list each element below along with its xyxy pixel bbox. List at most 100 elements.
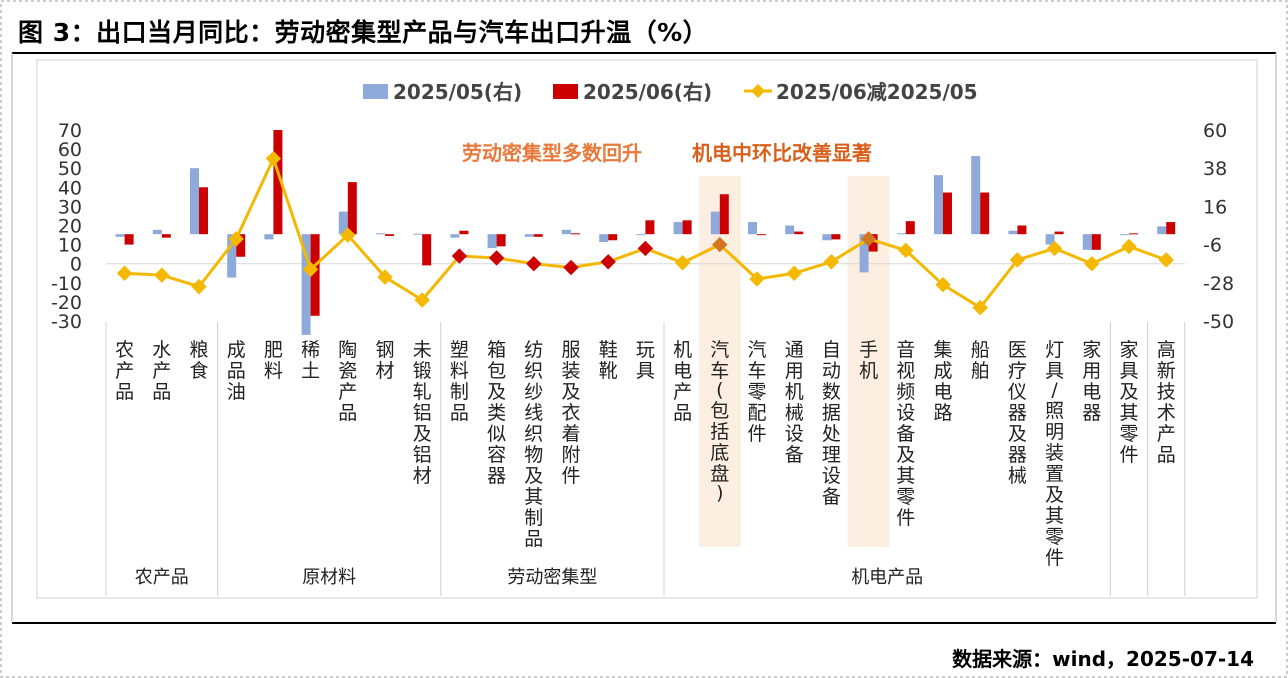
bar-2025-06 (1054, 231, 1064, 235)
diff-point (1009, 252, 1026, 268)
category-label: 医疗仪器及器械 (1008, 339, 1027, 487)
bar-2025-06 (1166, 222, 1176, 235)
diff-point (749, 271, 765, 287)
category-label: 汽车零配件 (747, 339, 766, 445)
category-label: 家用电器 (1082, 339, 1101, 424)
left-tick-label: 40 (58, 177, 82, 199)
bar-2025-05 (450, 234, 460, 238)
bar-2025-06 (199, 187, 208, 235)
legend-label: 2025/05(右) (393, 80, 522, 104)
bar-2025-05 (1045, 234, 1055, 245)
bar-2025-05 (115, 234, 125, 237)
bar-2025-06 (571, 233, 580, 235)
bar-2025-05 (971, 156, 981, 235)
diff-point (1121, 238, 1137, 255)
bar-2025-05 (710, 211, 720, 235)
group-label: 劳动密集型 (507, 567, 597, 588)
right-tick-label: -6 (1203, 235, 1222, 257)
category-label: 音视频设备及其零件 (896, 339, 915, 529)
legend-swatch (553, 84, 578, 99)
bar-2025-06 (645, 220, 655, 235)
right-tick-label: 60 (1203, 120, 1227, 142)
bar-2025-06 (385, 234, 394, 236)
bar-2025-06 (682, 220, 692, 235)
diff-point (228, 231, 244, 247)
diff-point (414, 292, 430, 308)
category-label: 手机 (859, 339, 878, 382)
bar-2025-06 (757, 234, 766, 236)
bar-2025-05 (748, 222, 757, 235)
diff-point (488, 250, 505, 266)
category-label: 纺织纱线织物及其制品 (524, 339, 543, 550)
category-label: 粮食 (189, 339, 208, 382)
bar-2025-05 (376, 233, 385, 235)
bar-2025-05 (859, 234, 869, 273)
group-label: 原材料 (302, 567, 356, 588)
bar-2025-06 (831, 234, 841, 240)
bar-2025-06 (273, 130, 283, 235)
category-label: 成品油 (227, 339, 246, 403)
diff-point (600, 254, 616, 270)
left-tick-label: -30 (51, 311, 82, 333)
bar-2025-05 (190, 168, 199, 235)
diff-point (302, 261, 319, 278)
bar-2025-05 (822, 234, 832, 241)
category-label: 鞋靴 (599, 339, 618, 382)
bar-2025-06 (1129, 233, 1138, 235)
bar-2025-06 (533, 234, 543, 237)
diff-point (191, 278, 207, 295)
right-tick-label: -28 (1203, 273, 1234, 295)
left-tick-label: 70 (58, 120, 82, 142)
category-label: 塑料制品 (450, 339, 469, 424)
category-label: 高新技术产品 (1157, 339, 1176, 466)
left-tick-label: 20 (58, 216, 82, 238)
category-label: 家具及其零件 (1119, 339, 1138, 466)
diff-point (526, 255, 542, 272)
data-source: 数据来源：wind，2025-07-14 (952, 647, 1254, 671)
diff-point (823, 254, 840, 270)
bar-2025-06 (124, 234, 134, 245)
diff-point (637, 240, 654, 257)
diff-point (154, 267, 170, 283)
category-label: 肥料 (264, 339, 283, 382)
category-label: 箱包及类似容器 (487, 339, 506, 487)
bar-2025-06 (868, 234, 878, 252)
bar-2025-06 (347, 182, 357, 235)
category-label: 汽车(包括底盘) (710, 339, 729, 504)
bar-2025-05 (673, 222, 683, 235)
bar-2025-05 (227, 234, 237, 278)
bar-2025-05 (301, 234, 311, 335)
annotation-labor: 劳动密集型多数回升 (462, 141, 642, 165)
right-tick-label: 38 (1203, 158, 1227, 180)
group-label: 机电产品 (851, 567, 923, 588)
diff-point (972, 299, 988, 316)
category-label: 稀土 (301, 339, 320, 382)
bar-2025-06 (719, 194, 729, 235)
right-tick-label: 16 (1203, 196, 1227, 218)
diff-point (1046, 240, 1063, 257)
left-tick-label: 0 (70, 254, 82, 276)
bar-2025-05 (264, 234, 274, 240)
category-label: 未锻轧铝及铝材 (413, 339, 432, 487)
diff-point (674, 255, 691, 271)
bar-2025-06 (1017, 225, 1027, 235)
right-tick-label: -50 (1203, 311, 1234, 333)
legend-swatch (363, 84, 388, 99)
bar-2025-06 (905, 221, 915, 235)
category-label: 钢材 (375, 339, 394, 382)
category-label: 集成电路 (933, 339, 952, 424)
bar-2025-05 (413, 233, 423, 235)
bar-2025-05 (1082, 234, 1092, 250)
category-label: 服装及衣着附件 (561, 339, 580, 487)
diff-point (1158, 252, 1174, 268)
bar-2025-06 (422, 234, 432, 266)
left-tick-label: 10 (58, 235, 82, 257)
diff-point (786, 265, 802, 281)
bar-2025-05 (338, 211, 348, 235)
category-label: 自动数据处理设备 (822, 339, 841, 508)
bar-2025-06 (1091, 234, 1101, 250)
category-label: 水产品 (152, 339, 171, 403)
bar-2025-05 (1008, 230, 1018, 235)
bar-2025-05 (1120, 234, 1129, 236)
